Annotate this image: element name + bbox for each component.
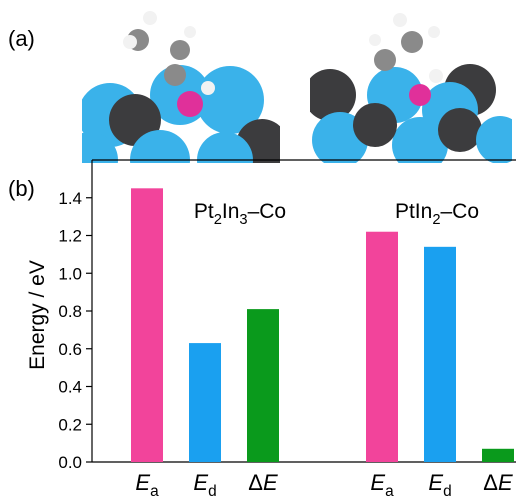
label-part: PtIn xyxy=(395,200,432,223)
label-part: 2 xyxy=(214,212,222,228)
panel-label: (a) xyxy=(8,26,35,51)
y-tick-label: 0.8 xyxy=(58,302,82,321)
bar xyxy=(366,231,398,462)
bar xyxy=(131,188,163,462)
label-part: Pt xyxy=(194,200,214,223)
y-tick-label: 0.2 xyxy=(58,415,82,434)
bar xyxy=(189,343,221,462)
label-part: 2 xyxy=(432,212,440,228)
molecule-image-left xyxy=(82,11,280,163)
label-part: E xyxy=(135,470,150,495)
label-part: E xyxy=(370,470,385,495)
y-tick-label: 1.0 xyxy=(58,264,82,283)
label: ΔE xyxy=(248,470,278,495)
y-axis-label: Energy / eV xyxy=(26,260,49,370)
panel-label: (b) xyxy=(8,176,35,201)
label-part: d xyxy=(443,483,452,500)
label-part: In xyxy=(222,200,240,223)
label-part: Δ xyxy=(483,470,498,495)
label-part: E xyxy=(498,470,513,495)
label: PtIn2–Co xyxy=(395,200,479,228)
label: ΔE xyxy=(483,470,513,495)
y-tick-label: 0.6 xyxy=(58,340,82,359)
y-tick-label: 1.4 xyxy=(58,189,82,208)
bar xyxy=(247,309,279,462)
label-part: E xyxy=(428,470,443,495)
label-part: a xyxy=(385,483,394,500)
label: Ed xyxy=(428,470,451,500)
bar xyxy=(424,246,456,462)
label-part: a xyxy=(150,483,159,500)
label-part: Δ xyxy=(248,470,263,495)
label: Pt2In3–Co xyxy=(194,200,286,228)
label-part: –Co xyxy=(441,200,480,223)
y-tick-label: 1.2 xyxy=(58,227,82,246)
label-part: 3 xyxy=(239,212,247,228)
label-part: d xyxy=(208,483,217,500)
label: Ea xyxy=(370,470,394,500)
label-part: E xyxy=(263,470,278,495)
label-part: –Co xyxy=(248,200,287,223)
y-tick-label: 0.4 xyxy=(58,378,82,397)
bar xyxy=(482,448,514,462)
label: Ea xyxy=(135,470,159,500)
label-part: E xyxy=(193,470,208,495)
molecule-image-right xyxy=(310,13,512,163)
label: Ed xyxy=(193,470,216,500)
y-tick-label: 0.0 xyxy=(58,453,82,472)
